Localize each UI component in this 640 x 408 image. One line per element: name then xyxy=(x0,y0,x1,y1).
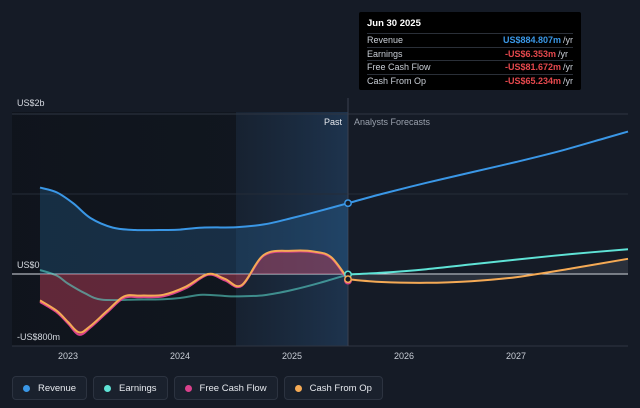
legend-label: Free Cash Flow xyxy=(199,382,267,394)
tooltip-row-label: Revenue xyxy=(367,35,404,46)
legend-item-revenue[interactable]: Revenue xyxy=(12,376,88,400)
cash-from-op-line-forecast xyxy=(347,257,629,284)
y-tick-label-0: US$0 xyxy=(17,260,40,270)
legend-dot-icon xyxy=(294,384,302,392)
tooltip-row: Free Cash Flow -US$81.672m/yr xyxy=(367,60,573,74)
earnings-line-past xyxy=(39,269,349,302)
legend-item-free-cash-flow[interactable]: Free Cash Flow xyxy=(173,376,278,400)
tooltip-row: Cash From Op -US$65.234m/yr xyxy=(367,73,573,88)
x-tick-label-2023: 2023 xyxy=(58,351,78,361)
legend-item-cash-from-op[interactable]: Cash From Op xyxy=(283,376,383,400)
legend-dot-icon xyxy=(104,384,112,392)
tooltip-row: Revenue US$884.807m/yr xyxy=(367,33,573,47)
legend: Revenue Earnings Free Cash Flow Cash From O… xyxy=(12,376,383,400)
y-tick-label-neg800m: -US$800m xyxy=(17,332,60,342)
recent-shade xyxy=(236,112,348,346)
legend-label: Revenue xyxy=(38,382,77,394)
x-tick-label-2027: 2027 xyxy=(506,351,526,361)
legend-label: Earnings xyxy=(119,382,157,394)
tooltip-row-unit: /yr xyxy=(558,48,569,59)
tooltip-row-unit: /yr xyxy=(563,75,573,86)
tooltip-row-value: US$884.807m xyxy=(502,35,561,46)
y-tick-label-2b: US$2b xyxy=(17,98,45,108)
tooltip-row-label: Free Cash Flow xyxy=(367,62,431,73)
legend-dot-icon xyxy=(23,384,30,392)
tooltip-row-label: Earnings xyxy=(367,48,403,59)
cash-from-op-forecast-area xyxy=(348,258,628,283)
revenue-line-past xyxy=(39,186,349,232)
forecast-label: Analysts Forecasts xyxy=(354,117,431,127)
tooltip-row-value: -US$81.672m xyxy=(504,62,562,73)
tooltip-row: Earnings -US$6.353m/yr xyxy=(367,46,573,61)
legend-label: Cash From Op xyxy=(309,382,372,394)
revenue-marker xyxy=(344,199,352,208)
tooltip-row-value: -US$65.234m xyxy=(504,75,562,86)
tooltip: Jun 30 2025 Revenue US$884.807m/yr Earning… xyxy=(359,12,581,90)
x-tick-label-2026: 2026 xyxy=(394,351,414,361)
earnings-line-forecast xyxy=(347,248,629,276)
tooltip-date: Jun 30 2025 xyxy=(367,18,421,29)
free-cash-flow-area xyxy=(40,251,348,335)
cash-from-op-line-past xyxy=(39,249,349,334)
revenue-line-forecast xyxy=(347,130,629,205)
tooltip-row-unit: /yr xyxy=(563,35,573,46)
tooltip-row-label: Cash From Op xyxy=(367,75,427,86)
x-tick-label-2025: 2025 xyxy=(282,351,302,361)
past-label: Past xyxy=(324,117,343,127)
tooltip-row-value: -US$6.353m xyxy=(505,48,557,59)
cash-from-op-marker xyxy=(344,275,352,284)
tooltip-row-unit: /yr xyxy=(563,62,573,73)
legend-item-earnings[interactable]: Earnings xyxy=(93,376,168,400)
x-tick-label-2024: 2024 xyxy=(170,351,190,361)
legend-dot-icon xyxy=(184,384,192,392)
